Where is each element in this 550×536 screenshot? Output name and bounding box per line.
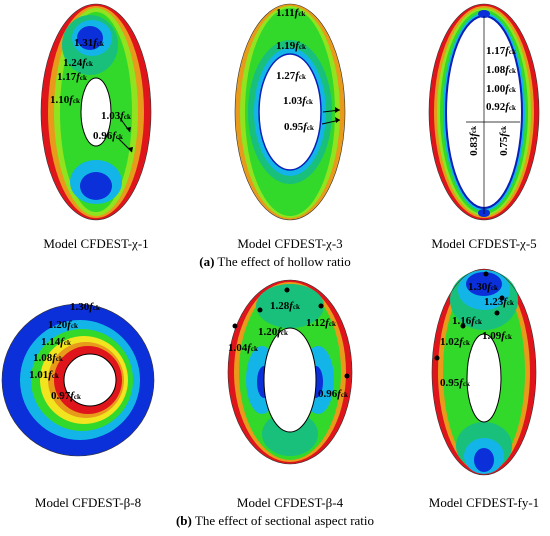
probe-point [434, 355, 440, 361]
contour-spot-blue-top [478, 10, 490, 18]
contour-chi-3 [234, 3, 346, 221]
stress-label: 1.08fck [33, 352, 63, 364]
probe-point [344, 373, 350, 379]
panel-caption: (b) The effect of sectional aspect ratio [175, 513, 375, 528]
contour-band-blue-top [77, 26, 103, 50]
contour-band-teal-top [256, 284, 324, 328]
contour-chi-1 [40, 3, 152, 221]
stress-label: 1.00fck [486, 83, 516, 95]
panel-caption: (a) The effect of hollow ratio [199, 254, 351, 269]
outer-boundary [234, 3, 346, 221]
stress-label: 1.31fck [74, 37, 104, 49]
stress-label: 1.11fck [276, 7, 306, 19]
outer-boundary [40, 3, 152, 221]
hollow-core [263, 327, 317, 433]
probe-point [284, 287, 290, 293]
contour-band-blue-bottom [474, 448, 494, 472]
stress-label: 1.19fck [276, 40, 306, 52]
contour-band-blue-bottom [80, 172, 112, 200]
hollow-core [258, 53, 322, 171]
stress-label: 1.03fck [283, 95, 313, 107]
probe-point [318, 303, 324, 309]
hollow-core [466, 333, 502, 423]
contour-chi-5 [428, 3, 540, 221]
outer-boundary [227, 279, 353, 465]
arrow-head [128, 147, 133, 152]
stress-label: 1.09fck [482, 330, 512, 342]
stress-label: 1.17fck [486, 45, 516, 57]
stress-label: 1.02fck [440, 336, 470, 348]
stress-label: 1.20fck [258, 326, 288, 338]
stress-label: 0.96fck [318, 388, 348, 400]
stress-label: 1.16fck [452, 315, 482, 327]
stress-label: 0.83fck [468, 126, 480, 156]
stress-label: 0.95fck [440, 377, 470, 389]
contour-fy-1 [431, 268, 537, 476]
outer-boundary [428, 3, 540, 221]
arrow-head [335, 107, 340, 113]
outer-boundary [431, 268, 537, 476]
model-label: Model CFDEST-χ-3 [237, 236, 343, 251]
probe-point [460, 323, 466, 329]
stress-label: 1.20fck [48, 319, 78, 331]
arrow-head [126, 127, 131, 132]
model-label: Model CFDEST-χ-5 [431, 236, 537, 251]
stress-label: 1.01fck [29, 369, 59, 381]
stress-label: 0.95fck [284, 121, 314, 133]
stress-label: 1.17fck [57, 71, 87, 83]
probe-point [499, 295, 505, 301]
model-label: Model CFDEST-β-8 [34, 495, 142, 510]
stress-label: 0.97fck [51, 390, 81, 402]
probe-point [494, 310, 500, 316]
probe-point [257, 307, 263, 313]
stress-label: 1.28fck [270, 300, 300, 312]
stress-label: 0.75fck [498, 126, 510, 156]
model-label: Model CFDEST-χ-1 [43, 236, 149, 251]
arrow-head [335, 117, 340, 123]
stress-label: 0.96fck [93, 130, 123, 142]
stress-label: 1.27fck [276, 70, 306, 82]
stress-label: 1.08fck [486, 64, 516, 76]
probe-point [483, 271, 489, 277]
stress-label: 0.92fck [486, 101, 516, 113]
stress-label: 1.23fck [484, 296, 514, 308]
contour-beta-4 [227, 279, 353, 465]
model-label: Model CFDEST-fy-1 [428, 495, 540, 510]
contour-band-blue-top [466, 272, 502, 296]
stress-label: 1.24fck [63, 57, 93, 69]
model-label: Model CFDEST-β-4 [236, 495, 344, 510]
hollow-core [63, 353, 117, 407]
stress-label: 1.10fck [50, 94, 80, 106]
contour-beta-8 [1, 303, 155, 457]
outer-boundary [1, 303, 155, 457]
stress-label: 1.30fck [468, 281, 498, 293]
stress-label: 1.04fck [228, 342, 258, 354]
probe-point [232, 323, 238, 329]
stress-label: 1.14fck [41, 336, 71, 348]
stress-label: 1.30fck [70, 301, 100, 313]
hollow-core [80, 77, 112, 147]
stress-label: 1.12fck [306, 317, 336, 329]
stress-label: 1.03fck [101, 110, 131, 122]
